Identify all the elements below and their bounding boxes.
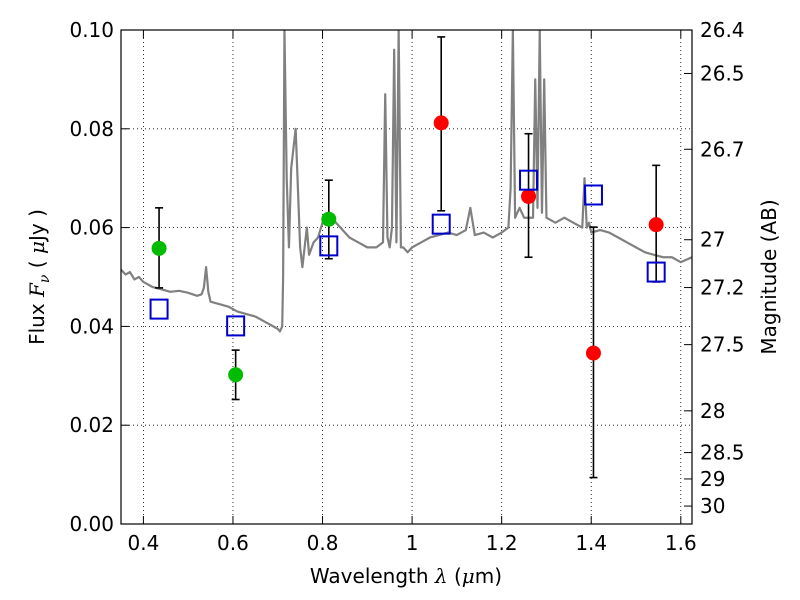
- data-point-square: [149, 298, 169, 320]
- y-tick-label: 0.06: [69, 216, 114, 240]
- x-tick-label: 0.8: [307, 531, 339, 555]
- x-tick-label: 1: [406, 531, 419, 555]
- x-tick-label: 1.2: [486, 531, 518, 555]
- y-tick-label: 0.10: [69, 18, 114, 42]
- data-point-square: [431, 213, 451, 235]
- magnitude-tick-label: 26.4: [700, 18, 745, 42]
- x-tick-label: 1.4: [575, 531, 607, 555]
- y-tick-label: 0.02: [69, 413, 114, 437]
- y-tick-label: 0.08: [69, 117, 114, 141]
- data-point-square: [583, 184, 603, 206]
- y-tick-label: 0.00: [69, 512, 114, 536]
- data-point-square: [519, 169, 539, 191]
- axis-ticks: 0.4 0.6 0.8 1 1.2 1.4 1.6 0.00 0.02 0.04 0.06 0.08 0…: [69, 18, 744, 555]
- x-axis-label: Wavelength λ (μm): [310, 564, 502, 588]
- data-point-square: [319, 235, 339, 257]
- x-tick-label: 0.4: [127, 531, 159, 555]
- data-point-circle: [228, 367, 244, 383]
- data-point-circle: [521, 188, 537, 204]
- model-spectrum-line: [121, 30, 692, 333]
- data-point-square: [646, 261, 666, 283]
- data-point-circle: [433, 115, 449, 131]
- y-axis-label: Flux Fν ( μJy ): [25, 209, 53, 345]
- x-tick-label: 0.6: [217, 531, 249, 555]
- magnitude-tick-label: 27.2: [700, 276, 745, 300]
- magnitude-tick-label: 27: [700, 228, 725, 252]
- data-point-circle: [151, 240, 167, 256]
- magnitude-tick-label: 26.7: [700, 137, 745, 161]
- data-point-circle: [648, 217, 664, 233]
- data-point-circle: [585, 345, 601, 361]
- data-point-circle: [321, 211, 337, 227]
- magnitude-tick-label: 28: [700, 399, 725, 423]
- data-point-square: [226, 315, 246, 337]
- y-tick-label: 0.04: [69, 314, 114, 338]
- magnitude-tick-label: 26.5: [700, 61, 745, 85]
- plot-background: [121, 30, 692, 524]
- magnitude-tick-label: 27.5: [700, 333, 745, 357]
- magnitude-tick-label: 30: [700, 494, 725, 518]
- magnitude-tick-label: 29: [700, 467, 725, 491]
- magnitude-tick-label: 28.5: [700, 441, 745, 465]
- magnitude-axis-label: Magnitude (AB): [757, 199, 781, 354]
- plot-frame: [120, 29, 693, 525]
- x-tick-label: 1.6: [665, 531, 697, 555]
